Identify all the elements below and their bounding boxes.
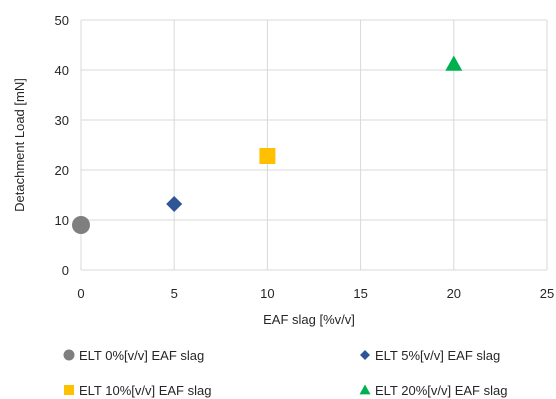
data-point-diamond: [166, 196, 183, 212]
x-axis-label: EAF slag [%v/v]: [263, 312, 355, 327]
legend: ELT 0%[v/v] EAF slag ELT 5%[v/v] EAF slag…: [63, 348, 507, 398]
legend-marker-circle: [63, 349, 75, 361]
y-tick-label: 30: [55, 113, 69, 128]
y-tick-label: 50: [55, 13, 69, 28]
grid: [80, 19, 548, 271]
y-tick-label: 10: [55, 213, 69, 228]
x-tick-label: 10: [260, 286, 274, 301]
data-point-circle: [72, 216, 90, 234]
legend-label: ELT 20%[v/v] EAF slag: [375, 383, 507, 398]
data-points: [72, 55, 463, 234]
x-tick-label: 5: [171, 286, 178, 301]
legend-label: ELT 5%[v/v] EAF slag: [375, 348, 500, 363]
data-point-triangle: [445, 55, 463, 71]
y-axis-label: Detachment Load [mN]: [12, 78, 27, 212]
x-axis-ticks: 0 5 10 15 20 25: [77, 286, 554, 301]
x-tick-label: 20: [447, 286, 461, 301]
x-tick-label: 0: [77, 286, 84, 301]
y-tick-label: 0: [62, 263, 69, 278]
legend-label: ELT 10%[v/v] EAF slag: [79, 383, 211, 398]
data-point-square: [259, 148, 276, 164]
legend-marker-diamond: [360, 350, 370, 360]
legend-label: ELT 0%[v/v] EAF slag: [79, 348, 204, 363]
y-tick-label: 40: [55, 63, 69, 78]
y-tick-label: 20: [55, 163, 69, 178]
y-axis-ticks: 0 10 20 30 40 50: [55, 13, 69, 278]
x-tick-label: 25: [540, 286, 554, 301]
legend-marker-triangle: [359, 384, 371, 395]
legend-marker-square: [64, 385, 74, 395]
x-tick-label: 15: [353, 286, 367, 301]
